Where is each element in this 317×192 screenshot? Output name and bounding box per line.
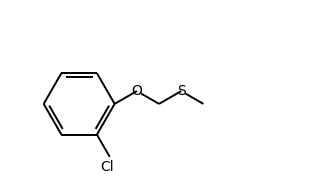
Text: O: O [132,84,142,98]
Text: Cl: Cl [100,160,113,174]
Text: S: S [177,84,185,98]
